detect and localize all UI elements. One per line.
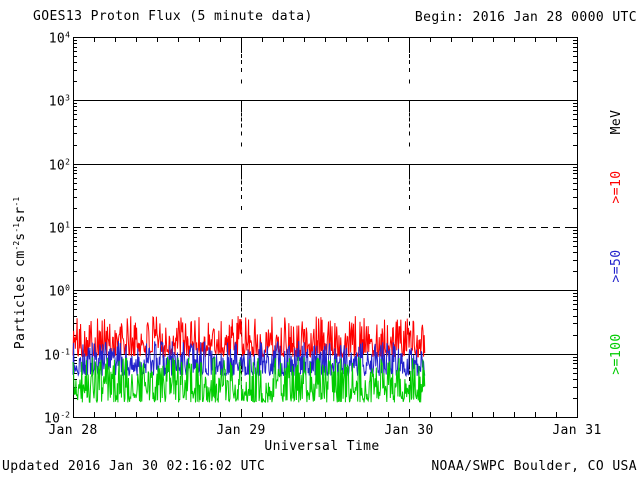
right-axis-unit-label: MeV xyxy=(609,109,624,135)
updated-timestamp: Updated 2016 Jan 30 02:16:02 UTC xyxy=(2,459,266,474)
x-tick-jan31: Jan 31 xyxy=(552,423,602,438)
y-tick-label: 103 xyxy=(48,93,70,110)
x-tick-jan30: Jan 30 xyxy=(384,423,434,438)
source-attribution: NOAA/SWPC Boulder, CO USA xyxy=(431,459,637,474)
y-tick-label: 104 xyxy=(48,30,70,47)
series-protons_ge_100MeV xyxy=(72,357,426,404)
series-label-ge10mev: >=10 xyxy=(609,170,624,204)
series-protons_ge_50MeV xyxy=(72,341,426,378)
y-tick-label: 10-1 xyxy=(43,346,70,364)
chart-title: GOES13 Proton Flux (5 minute data) xyxy=(33,9,313,24)
x-tick-jan28: Jan 28 xyxy=(48,423,98,438)
x-axis-title: Universal Time xyxy=(264,439,380,454)
series-label-ge50mev: >=50 xyxy=(609,249,624,283)
series-label-ge100mev: >=100 xyxy=(609,333,624,375)
series-protons_ge_10MeV xyxy=(72,315,426,359)
y-tick-label: 102 xyxy=(48,156,70,174)
y-tick-label: 101 xyxy=(48,220,70,237)
begin-time-label: Begin: 2016 Jan 28 0000 UTC xyxy=(414,10,637,25)
y-axis-title: Particles cm-2s-1sr-1 xyxy=(11,196,29,350)
x-tick-jan29: Jan 29 xyxy=(216,423,266,438)
y-tick-label: 100 xyxy=(48,283,70,300)
y-tick-label: 10-2 xyxy=(43,410,70,427)
